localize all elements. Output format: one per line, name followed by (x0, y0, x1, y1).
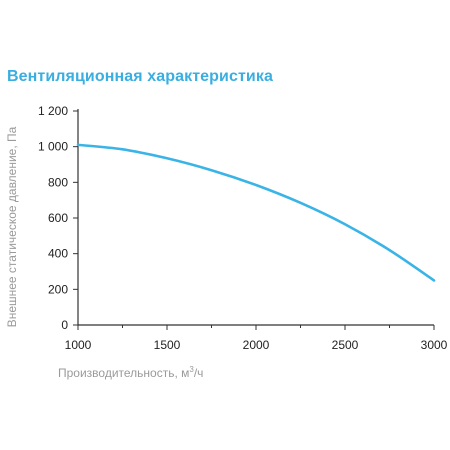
chart-title: Вентиляционная характеристика (7, 68, 273, 85)
y-tick-label: 200 (48, 282, 68, 296)
x-tick-label: 1500 (154, 338, 181, 352)
x-tick-label: 2000 (243, 338, 270, 352)
y-tick-label: 600 (48, 211, 68, 225)
x-axis-title-sup: 3 (189, 365, 194, 374)
x-axis-title-tail: /ч (194, 366, 204, 380)
y-tick-label: 800 (48, 175, 68, 189)
x-tick-label: 1000 (65, 338, 92, 352)
x-tick-label: 3000 (421, 338, 448, 352)
y-tick-label: 1 200 (38, 104, 68, 118)
axes (73, 109, 435, 330)
x-tick-label: 2500 (332, 338, 359, 352)
x-axis-title-main: Производительность, м (58, 366, 189, 380)
y-tick-label: 0 (61, 318, 68, 332)
series-line (76, 143, 436, 282)
y-tick-label: 400 (48, 247, 68, 261)
y-tick-label: 1 000 (38, 140, 68, 154)
y-axis-title: Внешнее статическое давление, Па (5, 126, 19, 327)
x-axis-title: Производительность, м3/ч (58, 365, 203, 380)
